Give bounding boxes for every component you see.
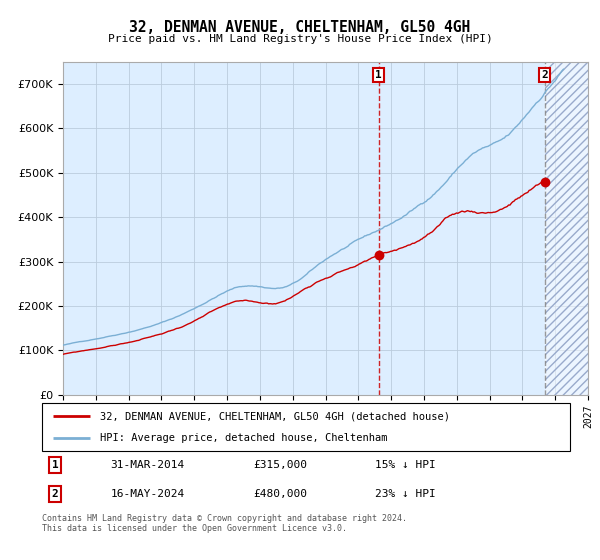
Bar [545, 62, 600, 395]
Text: HPI: Average price, detached house, Cheltenham: HPI: Average price, detached house, Chel… [100, 433, 388, 443]
Text: Contains HM Land Registry data © Crown copyright and database right 2024.
This d: Contains HM Land Registry data © Crown c… [42, 514, 407, 534]
Text: 2: 2 [541, 70, 548, 80]
Text: 32, DENMAN AVENUE, CHELTENHAM, GL50 4GH (detached house): 32, DENMAN AVENUE, CHELTENHAM, GL50 4GH … [100, 411, 450, 421]
Text: 16-MAY-2024: 16-MAY-2024 [110, 489, 185, 500]
Text: Price paid vs. HM Land Registry's House Price Index (HPI): Price paid vs. HM Land Registry's House … [107, 34, 493, 44]
Text: 1: 1 [376, 70, 382, 80]
Text: 23% ↓ HPI: 23% ↓ HPI [374, 489, 436, 500]
Bar [545, 62, 600, 395]
Text: 32, DENMAN AVENUE, CHELTENHAM, GL50 4GH: 32, DENMAN AVENUE, CHELTENHAM, GL50 4GH [130, 20, 470, 35]
Text: £315,000: £315,000 [253, 460, 307, 470]
Text: 31-MAR-2014: 31-MAR-2014 [110, 460, 185, 470]
Point [374, 250, 383, 259]
Text: £480,000: £480,000 [253, 489, 307, 500]
Point [540, 177, 550, 186]
Text: 15% ↓ HPI: 15% ↓ HPI [374, 460, 436, 470]
Text: 2: 2 [52, 489, 59, 500]
Text: 1: 1 [52, 460, 59, 470]
